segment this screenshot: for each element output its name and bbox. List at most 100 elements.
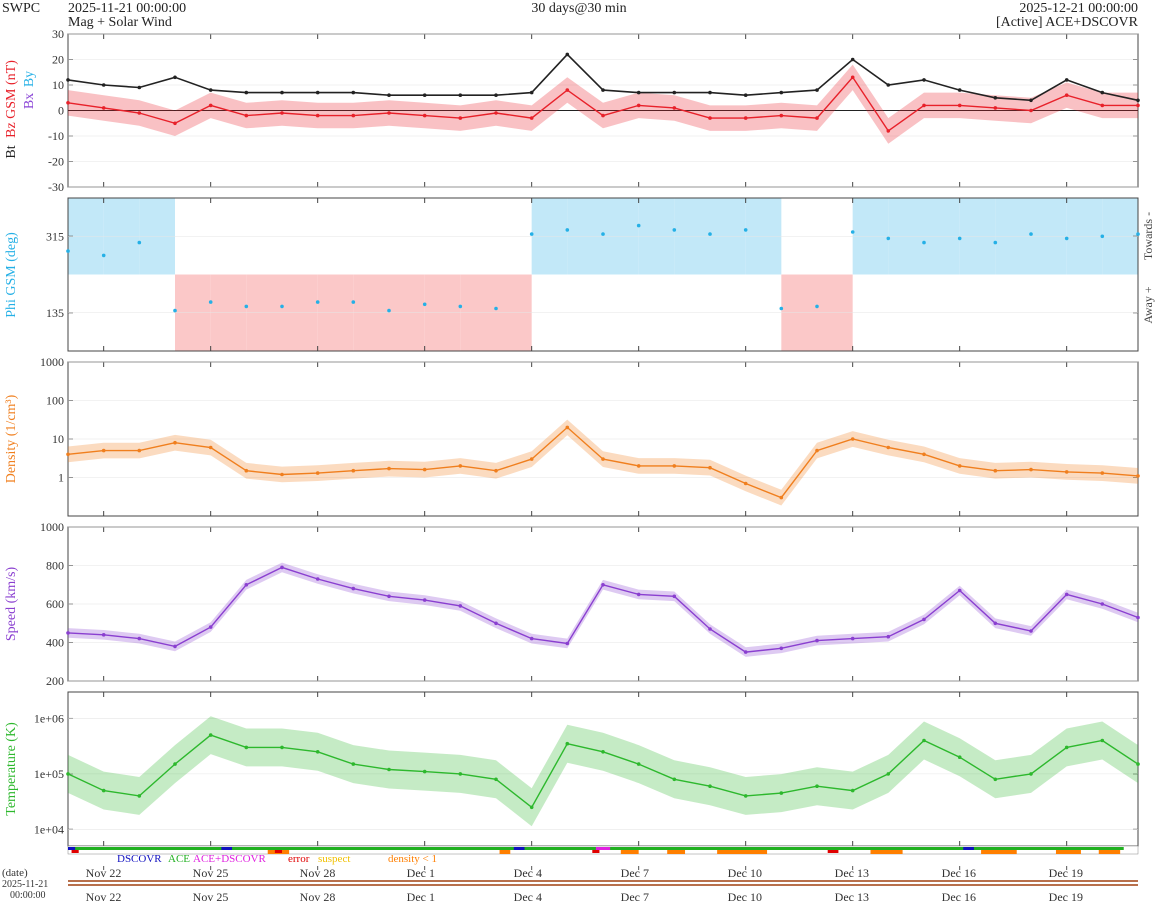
temperature-point [1064, 745, 1069, 750]
xtick-label-bottom: Dec 19 [1049, 890, 1083, 904]
bz-point [173, 121, 177, 126]
bz-point [1136, 103, 1140, 108]
status-density-lt1-mark [499, 850, 511, 854]
legend-ace-dscovr: ACE+DSCOVR [193, 853, 266, 865]
speed-point [636, 592, 641, 597]
bt-point [458, 93, 463, 97]
legend-density-lt1: density < 1 [388, 853, 437, 865]
mag-panel-ytick-label: 10 [52, 78, 64, 92]
bz-point [922, 103, 926, 108]
temperature-point [1100, 738, 1105, 743]
speed-point [1064, 592, 1069, 597]
xtick-label-top: Dec 16 [942, 866, 976, 880]
bz-point [779, 113, 784, 118]
speed-point [601, 583, 605, 587]
density-point [743, 481, 748, 486]
bt-point [315, 90, 320, 95]
end-time: 2025-12-21 00:00:00 [1019, 1, 1138, 16]
density-point [565, 425, 570, 430]
temperature-point [779, 791, 784, 795]
status-density-lt1-mark [620, 850, 639, 854]
by-axis-label: By [22, 71, 37, 87]
density-point [387, 466, 391, 471]
bt-point [1064, 78, 1069, 82]
subtitle: Mag + Solar Wind [68, 15, 172, 30]
phi-point [850, 230, 855, 234]
bz-point [529, 116, 534, 120]
density-point [708, 465, 712, 470]
status-density-lt1-mark [981, 850, 1017, 854]
density-point [280, 472, 284, 477]
xtick-label-bottom: Dec 13 [835, 890, 869, 904]
phi-point [1029, 232, 1033, 236]
phi-point [1064, 236, 1069, 241]
phi-point [957, 236, 962, 241]
phi-point [815, 304, 819, 309]
bt-point [886, 83, 891, 87]
status-density-lt1-mark [717, 850, 768, 854]
density-point [66, 452, 70, 457]
xtick-label-top: Dec 1 [407, 866, 435, 880]
phi-point [494, 306, 498, 311]
bt-point [208, 88, 213, 92]
phi-point [636, 223, 641, 228]
density-point [208, 445, 213, 450]
xtick-label-bottom: Dec 1 [407, 890, 435, 904]
density-panel-ytick-label: 1000 [40, 355, 64, 369]
temperature-point [815, 784, 819, 788]
speed-point [280, 565, 284, 570]
bt-point [137, 85, 142, 90]
speed-point [101, 633, 106, 637]
bz-point [708, 116, 712, 120]
bt-point [244, 90, 249, 95]
bz-point [993, 106, 998, 110]
bt-axis-label: Bt [4, 145, 19, 158]
bz-point [244, 113, 249, 118]
phi-point [66, 249, 70, 253]
density-point [850, 437, 855, 441]
density-point [351, 468, 356, 473]
speed-point [351, 586, 356, 591]
bz-point [636, 103, 641, 108]
xtick-label-top: Dec 10 [728, 866, 762, 880]
phi-point [886, 236, 891, 241]
status-error-mark [274, 850, 282, 853]
speed-point [494, 621, 498, 626]
status-source-mark [221, 847, 233, 850]
bt-point [173, 75, 177, 80]
temperature-point [922, 738, 926, 743]
bt-point [993, 96, 998, 100]
bt-point [280, 90, 284, 95]
xtick-label-top: Nov 25 [193, 866, 229, 880]
phi-point [280, 304, 284, 309]
mag-panel-ytick-label: -20 [48, 155, 64, 169]
density-point [494, 468, 498, 473]
speed-point [315, 577, 320, 581]
mag-panel-ytick-label: 30 [52, 27, 64, 41]
bt-point [66, 78, 70, 82]
xtick-label-top: Dec 7 [621, 866, 649, 880]
density-range-band [68, 419, 1138, 506]
bz-point [422, 113, 427, 118]
status-source-mark [963, 847, 974, 850]
phi-point [1136, 232, 1140, 236]
temperature-point [387, 767, 391, 772]
speed-panel-ytick-label: 600 [46, 597, 64, 611]
bz-point [315, 113, 320, 118]
speed-point [672, 594, 677, 599]
bz-point [672, 106, 677, 110]
phi-point [993, 240, 998, 245]
bz-point [1100, 103, 1105, 108]
temperature-point [244, 745, 249, 750]
bz-point [850, 75, 855, 80]
temperature-point [494, 777, 498, 782]
bt-point [743, 93, 748, 97]
speed-point [1100, 602, 1105, 606]
temperature-point [565, 741, 570, 746]
start-time-label: 00:00:00 [10, 890, 46, 901]
bt-point [1029, 98, 1033, 103]
bz-point [66, 101, 70, 105]
density-panel-ytick-label: 100 [46, 394, 64, 408]
temperature-point [315, 750, 320, 754]
speed-point [1029, 629, 1033, 633]
